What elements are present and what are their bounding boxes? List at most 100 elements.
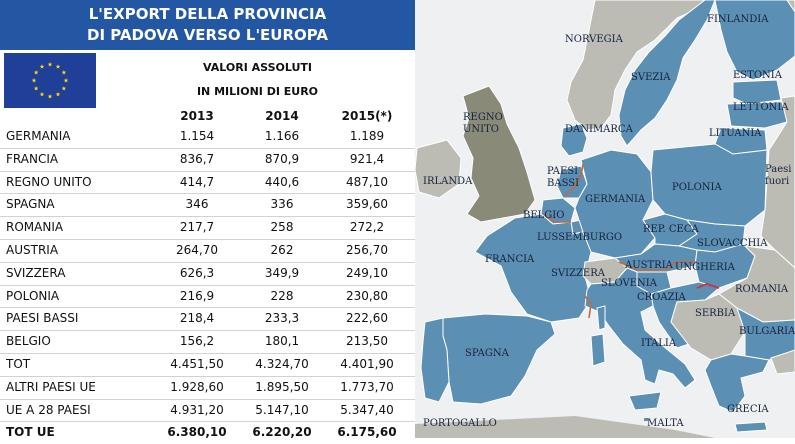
label-serbia: SERBIA <box>695 308 736 319</box>
table-row: ALTRI PAESI UE 1.928,60 1.895,50 1.773,70 <box>0 377 415 400</box>
north-africa <box>415 416 715 438</box>
flag-star-icon <box>33 70 39 75</box>
label-norvegia: NORVEGIA <box>565 34 624 45</box>
subtitle-line-2: IN MILIONI DI EURO <box>196 85 319 98</box>
label-portogallo: PORTOGALLO <box>423 418 497 429</box>
table-row: REGNO UNITO 414,7 440,6 487,10 <box>0 172 415 195</box>
table-row: FRANCIA 836,7 870,9 921,4 <box>0 149 415 172</box>
value-2015: 1.773,70 <box>340 379 394 394</box>
label-paesi: PAESI <box>547 166 578 177</box>
value-2015: 230,80 <box>346 288 388 303</box>
value-2015: 222,60 <box>346 311 388 326</box>
row-label: SVIZZERA <box>6 265 66 280</box>
table-row: TOT 4.451,50 4.324,70 4.401,90 <box>0 354 415 377</box>
label-paesi-fuori-2: fuori <box>765 176 789 187</box>
table-row: AUSTRIA 264,70 262 256,70 <box>0 240 415 263</box>
label-francia: FRANCIA <box>485 254 535 265</box>
year-header-2014: 2014 <box>265 109 299 123</box>
table-title: L'EXPORT DELLA PROVINCIA DI PADOVA VERSO… <box>0 0 415 50</box>
value-2013: 836,7 <box>179 151 215 166</box>
table-row: UE A 28 PAESI 4.931,20 5.147,10 5.347,40 <box>0 400 415 423</box>
value-2013: 414,7 <box>179 174 215 189</box>
country-italia <box>584 267 696 389</box>
value-2013: 218,4 <box>179 311 215 326</box>
label-bassi: BASSI <box>547 178 579 189</box>
value-2014: 180,1 <box>264 334 300 349</box>
flag-star-icon <box>61 70 67 75</box>
value-2013: 1.154 <box>179 129 215 143</box>
label-unito: UNITO <box>463 124 499 135</box>
row-label: TOT <box>6 356 31 371</box>
value-2013: 216,9 <box>179 288 215 303</box>
label-italia: ITALIA <box>641 338 677 349</box>
value-2014: 228 <box>270 288 294 303</box>
country-serbia <box>670 293 746 361</box>
label-paesi-fuori-1: Paesi e <box>765 164 795 175</box>
value-2014: 4.324,70 <box>255 356 309 371</box>
flag-star-icon <box>47 94 53 99</box>
value-2015: 213,50 <box>346 334 388 349</box>
country-portogallo <box>420 317 450 403</box>
eu-flag-icon <box>4 53 96 108</box>
label-ungheria: UNGHERIA <box>675 262 736 273</box>
label-romania: ROMANIA <box>735 284 789 295</box>
flag-star-icon <box>31 78 37 83</box>
value-2015: 249,10 <box>346 265 388 280</box>
value-2013: 6.380,10 <box>167 425 227 440</box>
country-irlanda <box>415 139 462 199</box>
value-2014: 870,9 <box>264 151 300 166</box>
border-francia-italia <box>584 295 592 319</box>
value-2013: 4.931,20 <box>170 402 224 417</box>
label-svezia: SVEZIA <box>631 72 671 83</box>
value-2013: 346 <box>185 197 209 212</box>
border-belgio-francia <box>542 213 571 223</box>
europe-map-svg: FINLANDIA NORVEGIA SVEZIA ESTONIA LETTON… <box>415 0 795 438</box>
value-2013: 4.451,50 <box>170 356 224 371</box>
value-2015: 5.347,40 <box>340 402 394 417</box>
label-irlanda: IRLANDA <box>423 176 473 187</box>
row-label: TOT UE <box>6 425 55 440</box>
value-2014: 258 <box>270 220 294 235</box>
island-sicilia <box>628 391 662 411</box>
border-ungheria-croazia <box>696 282 720 289</box>
table-row: POLONIA 216,9 228 230,80 <box>0 286 415 309</box>
country-svezia <box>618 0 716 147</box>
label-austria: AUSTRIA <box>624 260 674 271</box>
label-regno: REGNO <box>463 112 503 123</box>
value-2014: 349,9 <box>264 265 300 280</box>
table-subtitle: VALORI ASSOLUTI IN MILIONI DI EURO <box>100 56 415 104</box>
label-bulgaria: BULGARIA <box>739 326 795 337</box>
row-label: SPAGNA <box>6 197 55 212</box>
label-slovacchia: SLOVACCHIA <box>697 238 768 249</box>
table-row: ROMANIA 217,7 258 272,2 <box>0 217 415 240</box>
table-row: PAESI BASSI 218,4 233,3 222,60 <box>0 308 415 332</box>
value-2013: 217,7 <box>179 220 215 235</box>
row-label: ROMANIA <box>6 220 64 235</box>
label-finlandia: FINLANDIA <box>707 14 769 25</box>
label-grecia: GRECIA <box>727 404 769 415</box>
label-lettonia: LETTONIA <box>733 102 789 113</box>
subtitle-line-1: VALORI ASSOLUTI <box>202 61 312 74</box>
year-header-2015: 2015(*) <box>341 109 393 123</box>
country-east-non-eu <box>760 95 795 269</box>
country-grecia <box>704 353 770 413</box>
value-2014: 1.166 <box>264 129 300 143</box>
flag-star-icon <box>55 64 61 69</box>
value-2015: 256,70 <box>346 242 388 257</box>
title-line-1: L'EXPORT DELLA PROVINCIA <box>88 5 327 23</box>
label-estonia: ESTONIA <box>733 70 783 81</box>
row-label: GERMANIA <box>6 129 71 143</box>
flag-star-icon <box>63 78 69 83</box>
label-rep-ceca: REP. CECA <box>643 224 699 235</box>
flag-star-icon <box>39 91 45 97</box>
island-sardegna <box>590 333 606 367</box>
table-row: GERMANIA 1.154 1.166 1.189 <box>0 126 415 149</box>
value-2015: 4.401,90 <box>340 356 394 371</box>
value-2013: 264,70 <box>176 242 218 257</box>
table-row: SPAGNA 346 336 359,60 <box>0 194 415 218</box>
label-polonia: POLONIA <box>672 182 722 193</box>
country-norvegia <box>566 0 706 131</box>
value-2014: 440,6 <box>264 174 300 189</box>
island-corsica <box>596 305 606 331</box>
value-2013: 1.928,60 <box>170 379 224 394</box>
